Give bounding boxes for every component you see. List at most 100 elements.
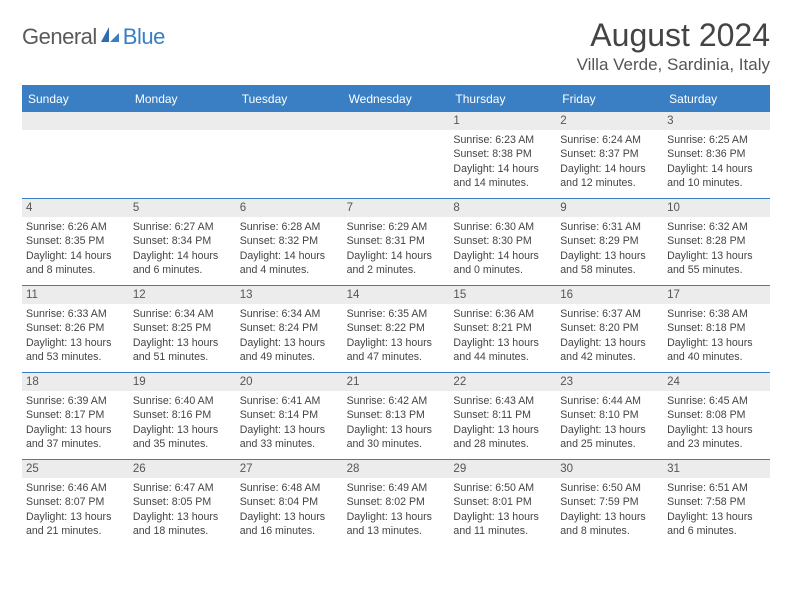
day-info: Sunrise: 6:26 AMSunset: 8:35 PMDaylight:… — [26, 220, 125, 277]
day-number: 12 — [129, 286, 236, 304]
day-info: Sunrise: 6:34 AMSunset: 8:25 PMDaylight:… — [133, 307, 232, 364]
day-number: 14 — [343, 286, 450, 304]
calendar-week: 4Sunrise: 6:26 AMSunset: 8:35 PMDaylight… — [22, 198, 770, 285]
day-info: Sunrise: 6:36 AMSunset: 8:21 PMDaylight:… — [453, 307, 552, 364]
calendar-cell: 22Sunrise: 6:43 AMSunset: 8:11 PMDayligh… — [449, 373, 556, 459]
day-number: 8 — [449, 199, 556, 217]
day-info: Sunrise: 6:47 AMSunset: 8:05 PMDaylight:… — [133, 481, 232, 538]
calendar-cell: 30 Sunrise: 6:50 AMSunset: 7:59 PMDayligh… — [556, 460, 663, 546]
calendar-cell — [343, 112, 450, 198]
day-number: 2 — [556, 112, 663, 130]
calendar-cell: 8 Sunrise: 6:30 AMSunset: 8:30 PMDaylight… — [449, 199, 556, 285]
day-info: Sunrise: 6:23 AMSunset: 8:38 PMDaylight:… — [453, 133, 552, 190]
day-info: Sunrise: 6:44 AMSunset: 8:10 PMDaylight:… — [560, 394, 659, 451]
day-number — [236, 112, 343, 130]
calendar: Sunday Monday Tuesday Wednesday Thursday… — [22, 85, 770, 546]
calendar-week: 11Sunrise: 6:33 AMSunset: 8:26 PMDayligh… — [22, 285, 770, 372]
calendar-cell: 15 Sunrise: 6:36 AMSunset: 8:21 PMDayligh… — [449, 286, 556, 372]
calendar-cell: 27Sunrise: 6:48 AMSunset: 8:04 PMDayligh… — [236, 460, 343, 546]
calendar-cell: 24 Sunrise: 6:45 AMSunset: 8:08 PMDayligh… — [663, 373, 770, 459]
calendar-cell: 28 Sunrise: 6:49 AMSunset: 8:02 PMDayligh… — [343, 460, 450, 546]
day-number: 18 — [22, 373, 129, 391]
day-number: 28 — [343, 460, 450, 478]
day-info: Sunrise: 6:39 AMSunset: 8:17 PMDaylight:… — [26, 394, 125, 451]
logo-text-general: General — [22, 24, 97, 50]
calendar-cell: 12 Sunrise: 6:34 AMSunset: 8:25 PMDayligh… — [129, 286, 236, 372]
day-number — [129, 112, 236, 130]
day-info: Sunrise: 6:25 AMSunset: 8:36 PMDaylight:… — [667, 133, 766, 190]
day-number: 6 — [236, 199, 343, 217]
calendar-cell: 4Sunrise: 6:26 AMSunset: 8:35 PMDaylight… — [22, 199, 129, 285]
calendar-cell: 31 Sunrise: 6:51 AMSunset: 7:58 PMDayligh… — [663, 460, 770, 546]
day-info: Sunrise: 6:34 AMSunset: 8:24 PMDaylight:… — [240, 307, 339, 364]
calendar-cell: 7 Sunrise: 6:29 AMSunset: 8:31 PMDaylight… — [343, 199, 450, 285]
calendar-cell: 16 Sunrise: 6:37 AMSunset: 8:20 PMDayligh… — [556, 286, 663, 372]
calendar-cell: 9Sunrise: 6:31 AMSunset: 8:29 PMDaylight… — [556, 199, 663, 285]
calendar-cell — [129, 112, 236, 198]
day-number: 1 — [449, 112, 556, 130]
calendar-cell — [22, 112, 129, 198]
weekday-header-cell: Wednesday — [343, 87, 450, 112]
day-info: Sunrise: 6:40 AMSunset: 8:16 PMDaylight:… — [133, 394, 232, 451]
day-number: 10 — [663, 199, 770, 217]
day-number: 13 — [236, 286, 343, 304]
weekday-header-cell: Saturday — [663, 87, 770, 112]
calendar-cell: 21 Sunrise: 6:42 AMSunset: 8:13 PMDayligh… — [343, 373, 450, 459]
day-info: Sunrise: 6:29 AMSunset: 8:31 PMDaylight:… — [347, 220, 446, 277]
weekday-header-cell: Thursday — [449, 87, 556, 112]
weekday-header-cell: Friday — [556, 87, 663, 112]
day-info: Sunrise: 6:35 AMSunset: 8:22 PMDaylight:… — [347, 307, 446, 364]
day-number: 21 — [343, 373, 450, 391]
day-number: 19 — [129, 373, 236, 391]
day-number: 29 — [449, 460, 556, 478]
day-number: 20 — [236, 373, 343, 391]
calendar-cell: 20 Sunrise: 6:41 AMSunset: 8:14 PMDayligh… — [236, 373, 343, 459]
calendar-cell: 13 Sunrise: 6:34 AMSunset: 8:24 PMDayligh… — [236, 286, 343, 372]
page-title: August 2024 — [577, 18, 770, 53]
calendar-cell: 17Sunrise: 6:38 AMSunset: 8:18 PMDayligh… — [663, 286, 770, 372]
calendar-cell: 1 Sunrise: 6:23 AMSunset: 8:38 PMDaylight… — [449, 112, 556, 198]
title-block: August 2024 Villa Verde, Sardinia, Italy — [577, 18, 770, 75]
day-number: 23 — [556, 373, 663, 391]
calendar-cell: 3 Sunrise: 6:25 AMSunset: 8:36 PMDaylight… — [663, 112, 770, 198]
day-number: 22 — [449, 373, 556, 391]
day-number: 11 — [22, 286, 129, 304]
day-info: Sunrise: 6:50 AMSunset: 7:59 PMDaylight:… — [560, 481, 659, 538]
day-number — [343, 112, 450, 130]
day-info: Sunrise: 6:46 AMSunset: 8:07 PMDaylight:… — [26, 481, 125, 538]
day-info: Sunrise: 6:30 AMSunset: 8:30 PMDaylight:… — [453, 220, 552, 277]
header: General Blue August 2024 Villa Verde, Sa… — [22, 18, 770, 75]
day-number: 15 — [449, 286, 556, 304]
day-number: 31 — [663, 460, 770, 478]
day-info: Sunrise: 6:28 AMSunset: 8:32 PMDaylight:… — [240, 220, 339, 277]
day-number: 27 — [236, 460, 343, 478]
day-info: Sunrise: 6:38 AMSunset: 8:18 PMDaylight:… — [667, 307, 766, 364]
sail-icon — [99, 25, 121, 50]
calendar-cell: 6 Sunrise: 6:28 AMSunset: 8:32 PMDaylight… — [236, 199, 343, 285]
day-number: 26 — [129, 460, 236, 478]
calendar-cell: 2 Sunrise: 6:24 AMSunset: 8:37 PMDaylight… — [556, 112, 663, 198]
calendar-week: 25 Sunrise: 6:46 AMSunset: 8:07 PMDayligh… — [22, 459, 770, 546]
day-info: Sunrise: 6:45 AMSunset: 8:08 PMDaylight:… — [667, 394, 766, 451]
calendar-body: 1 Sunrise: 6:23 AMSunset: 8:38 PMDaylight… — [22, 112, 770, 546]
day-info: Sunrise: 6:37 AMSunset: 8:20 PMDaylight:… — [560, 307, 659, 364]
day-info: Sunrise: 6:51 AMSunset: 7:58 PMDaylight:… — [667, 481, 766, 538]
day-number: 7 — [343, 199, 450, 217]
day-number: 16 — [556, 286, 663, 304]
day-number: 25 — [22, 460, 129, 478]
day-info: Sunrise: 6:42 AMSunset: 8:13 PMDaylight:… — [347, 394, 446, 451]
day-number: 3 — [663, 112, 770, 130]
calendar-cell: 23 Sunrise: 6:44 AMSunset: 8:10 PMDayligh… — [556, 373, 663, 459]
calendar-cell: 10Sunrise: 6:32 AMSunset: 8:28 PMDayligh… — [663, 199, 770, 285]
day-info: Sunrise: 6:49 AMSunset: 8:02 PMDaylight:… — [347, 481, 446, 538]
day-number: 24 — [663, 373, 770, 391]
day-info: Sunrise: 6:24 AMSunset: 8:37 PMDaylight:… — [560, 133, 659, 190]
calendar-cell: 11Sunrise: 6:33 AMSunset: 8:26 PMDayligh… — [22, 286, 129, 372]
weekday-header-cell: Tuesday — [236, 87, 343, 112]
calendar-week: 18 Sunrise: 6:39 AMSunset: 8:17 PMDayligh… — [22, 372, 770, 459]
day-number: 9 — [556, 199, 663, 217]
day-info: Sunrise: 6:41 AMSunset: 8:14 PMDaylight:… — [240, 394, 339, 451]
day-number: 30 — [556, 460, 663, 478]
calendar-cell: 14 Sunrise: 6:35 AMSunset: 8:22 PMDayligh… — [343, 286, 450, 372]
calendar-cell: 26 Sunrise: 6:47 AMSunset: 8:05 PMDayligh… — [129, 460, 236, 546]
